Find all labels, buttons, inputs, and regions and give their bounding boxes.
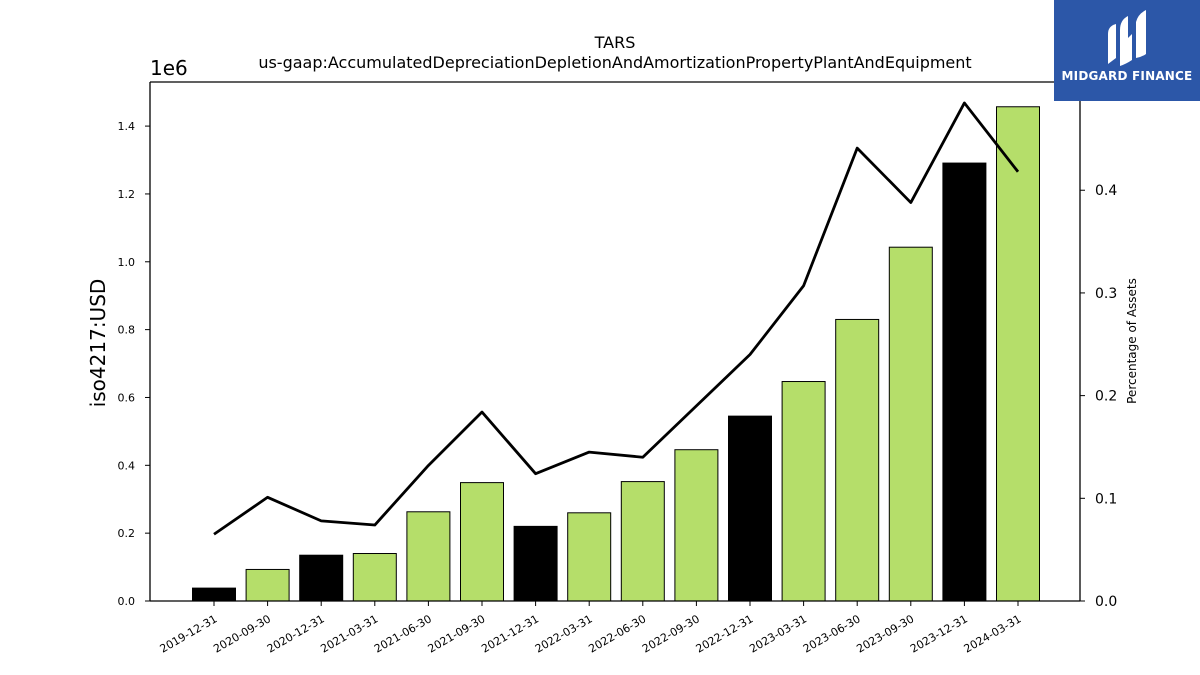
bar-2022-12-31: [728, 415, 772, 602]
bar-2022-03-31: [567, 512, 612, 602]
bar-2023-06-30: [835, 318, 880, 602]
midgard-logo-icon: [1108, 10, 1146, 66]
bar-2021-06-30: [406, 511, 451, 602]
y-tick-label: 0.2: [118, 527, 136, 540]
y-tick-label: 0.0: [118, 595, 136, 608]
bar-2023-03-31: [781, 381, 826, 602]
x-tick-label: 2021-03-31: [318, 612, 380, 655]
y2-tick-label: 0.2: [1095, 389, 1117, 405]
x-tick-label: 2019-12-31: [158, 612, 220, 655]
y-tick-label: 1.0: [118, 256, 136, 269]
x-tick-label: 2020-09-30: [211, 612, 273, 655]
y-tick-label: 1.2: [118, 188, 136, 201]
y-tick-label: 0.6: [118, 391, 136, 404]
bar-2020-12-31: [299, 554, 344, 602]
y-multiplier-label: 1e6: [150, 56, 188, 80]
y-tick-label: 0.8: [118, 324, 136, 337]
bar-2021-09-30: [460, 482, 504, 602]
bar-2021-12-31: [513, 525, 558, 602]
y-axis-label: iso4217:USD: [86, 279, 110, 408]
x-tick-label: 2023-09-30: [854, 612, 916, 655]
x-tick-label: 2021-09-30: [426, 612, 488, 655]
y-tick-label: 0.4: [118, 459, 136, 472]
x-tick-label: 2023-06-30: [801, 612, 863, 655]
x-tick-label: 2024-03-31: [962, 612, 1024, 655]
logo-text: MIDGARD FINANCE: [1061, 69, 1193, 83]
x-tick-label: 2020-12-31: [265, 612, 327, 655]
x-tick-label: 2023-12-31: [908, 612, 970, 655]
bar-2023-09-30: [888, 246, 933, 602]
x-tick-label: 2023-03-31: [747, 612, 809, 655]
y-tick-label: 1.4: [118, 120, 136, 133]
bar-2022-06-30: [620, 481, 665, 602]
bar-2023-12-31: [942, 162, 987, 602]
y2-axis-label: Percentage of Assets: [1125, 278, 1139, 404]
bar-2022-09-30: [674, 449, 719, 602]
x-tick-label: 2022-06-30: [586, 612, 648, 655]
x-tick-label: 2022-12-31: [694, 612, 756, 655]
bars-group: [192, 106, 1040, 602]
line-group: [213, 101, 1020, 536]
percentage-of-assets-line: [213, 101, 1020, 536]
chart-subtitle: us-gaap:AccumulatedDepreciationDepletion…: [258, 53, 971, 72]
bar-2021-03-31: [352, 553, 397, 602]
midgard-finance-logo: MIDGARD FINANCE: [1054, 0, 1200, 101]
bar-2019-12-31: [192, 587, 236, 602]
x-tick-label: 2021-12-31: [479, 612, 541, 655]
x-tick-label: 2021-06-30: [372, 612, 434, 655]
x-tick-label: 2022-03-31: [533, 612, 595, 655]
y2-tick-label: 0.3: [1095, 286, 1117, 302]
chart-title: TARS: [594, 33, 636, 52]
bar-2024-03-31: [996, 106, 1040, 602]
y2-tick-label: 0.0: [1095, 594, 1117, 610]
y2-tick-label: 0.1: [1095, 491, 1117, 507]
y2-tick-label: 0.4: [1095, 183, 1117, 199]
bar-2020-09-30: [245, 568, 290, 602]
x-tick-label: 2022-09-30: [640, 612, 702, 655]
